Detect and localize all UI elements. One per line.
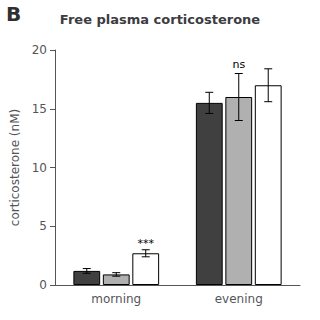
svg-text:0: 0 — [39, 278, 47, 292]
svg-text:***: *** — [137, 237, 154, 250]
svg-text:ns: ns — [232, 58, 245, 71]
svg-text:20: 20 — [32, 43, 47, 57]
svg-text:Free plasma corticosterone: Free plasma corticosterone — [60, 12, 260, 27]
svg-text:B: B — [6, 2, 21, 26]
svg-text:morning: morning — [91, 292, 141, 306]
svg-text:10: 10 — [32, 161, 47, 175]
svg-text:5: 5 — [39, 219, 47, 233]
svg-text:15: 15 — [32, 102, 47, 116]
svg-text:corticosterone (nM): corticosterone (nM) — [8, 109, 22, 226]
svg-text:evening: evening — [215, 292, 263, 306]
